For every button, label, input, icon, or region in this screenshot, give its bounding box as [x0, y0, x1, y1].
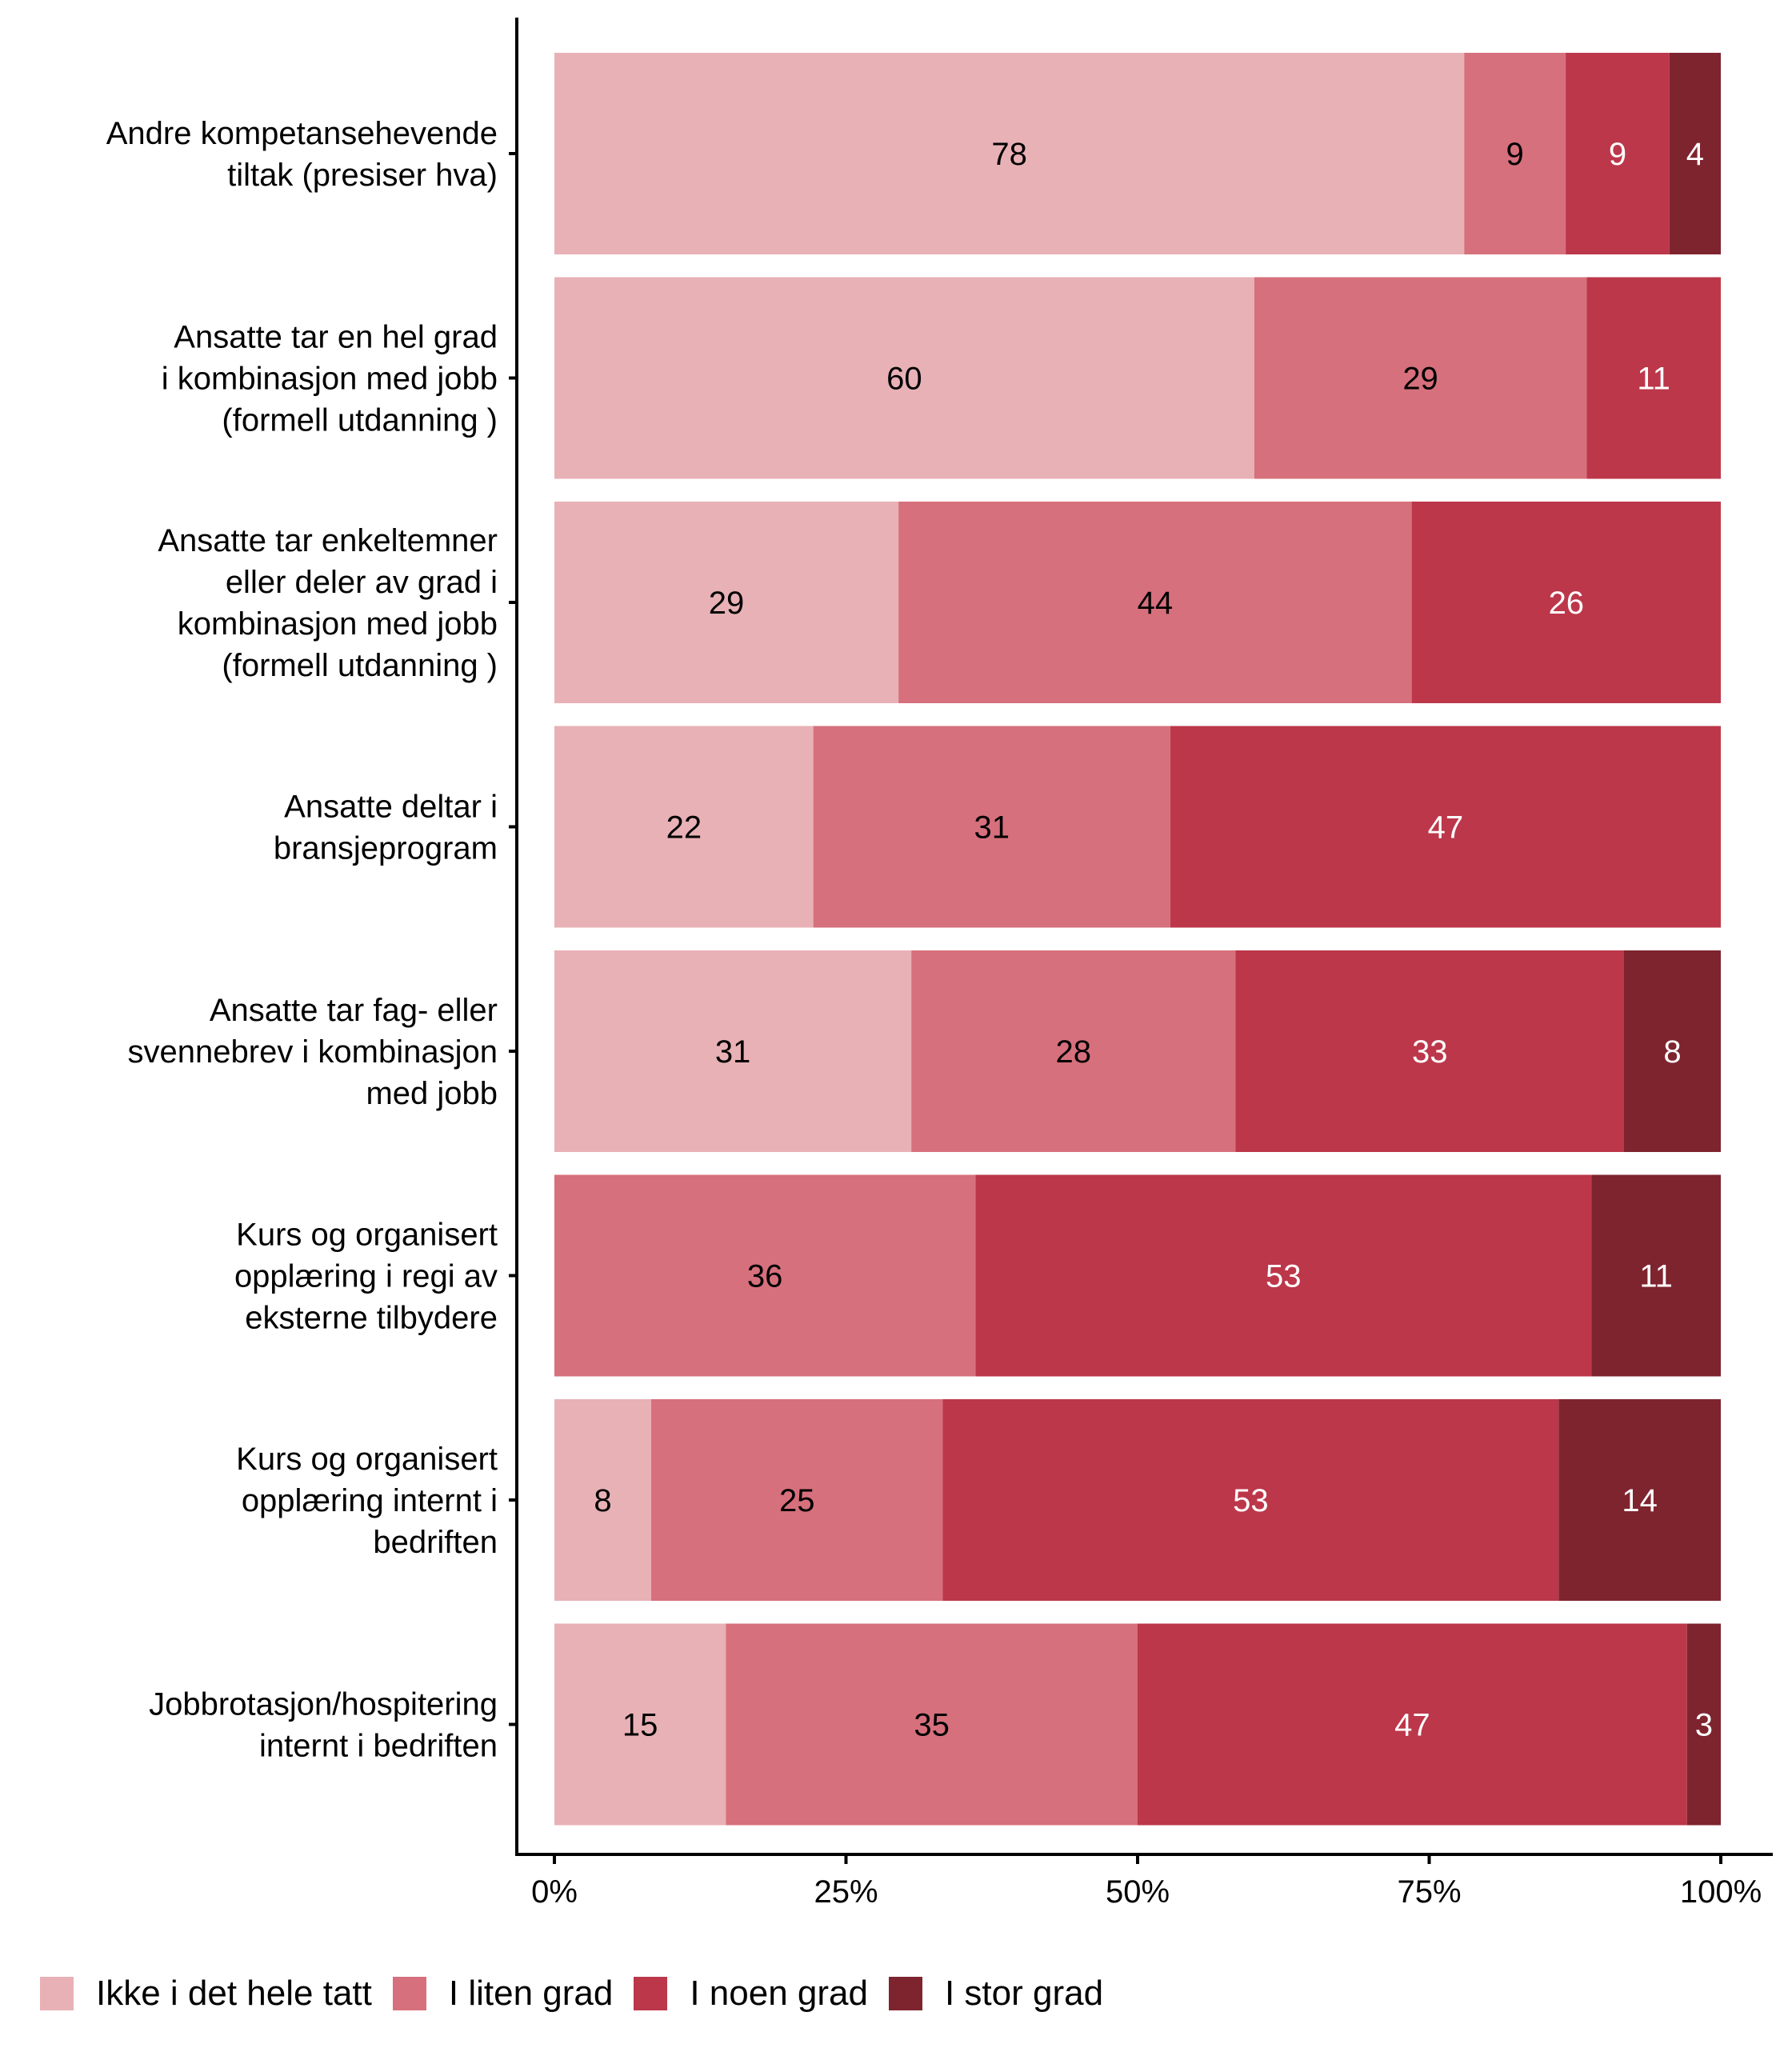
bar-segment	[1586, 277, 1721, 479]
bar-segment	[554, 1399, 652, 1601]
data-label: 22	[666, 810, 702, 846]
bar-segment	[1686, 1623, 1721, 1826]
data-label: 33	[1412, 1034, 1448, 1070]
data-label: 53	[1266, 1259, 1302, 1294]
data-label: 36	[747, 1259, 783, 1294]
bar-segment	[554, 950, 912, 1152]
bar-segment	[554, 53, 1465, 254]
data-label: 31	[974, 810, 1010, 846]
data-label: 4	[1686, 137, 1704, 172]
axes	[515, 18, 1773, 1856]
data-label: 53	[1233, 1483, 1269, 1518]
legend: Ikke i det hele tatt I liten grad I noen g…	[40, 1970, 1124, 2018]
category-labels: Andre kompetansehevende tiltak (presiser …	[106, 116, 517, 1764]
data-label: 14	[1622, 1483, 1658, 1518]
data-label: 31	[715, 1034, 751, 1070]
bar-segment	[1591, 1174, 1721, 1377]
bar-segment	[1464, 53, 1566, 254]
legend-swatch	[40, 1977, 74, 2010]
x-tick-label: 75%	[1397, 1874, 1461, 1910]
data-label: 26	[1549, 586, 1585, 621]
bar-segment	[554, 1174, 976, 1377]
data-label: 9	[1609, 137, 1626, 172]
bar-segment	[942, 1399, 1559, 1601]
category-label: Kurs og organisert opplæring i regi av eks…	[234, 1218, 498, 1336]
data-label: 11	[1639, 1259, 1673, 1294]
data-label: 3	[1695, 1708, 1713, 1743]
bar-segment	[1235, 950, 1624, 1152]
bar-segment	[554, 1623, 726, 1826]
data-label: 15	[622, 1708, 658, 1743]
bar-segment	[651, 1399, 943, 1601]
category-label: Ansatte tar en hel grad i kombinasjon med…	[162, 320, 498, 438]
bar-segment	[554, 502, 899, 703]
category-label: Ansatte deltar i bransjeprogram	[274, 790, 498, 866]
data-label: 47	[1394, 1708, 1430, 1743]
legend-swatch	[634, 1977, 668, 2010]
data-label: 8	[1663, 1034, 1681, 1070]
category-label: Ansatte tar enkeltemner eller deler av gr…	[158, 523, 498, 683]
data-label: 9	[1506, 137, 1524, 172]
bar-segment	[1566, 53, 1670, 254]
legend-item: I noen grad	[634, 1974, 868, 2014]
bar-segment	[1138, 1623, 1687, 1826]
data-label: 78	[991, 137, 1027, 172]
legend-item: I liten grad	[392, 1974, 614, 2014]
data-label: 25	[779, 1483, 815, 1518]
x-tick-label: 100%	[1680, 1874, 1762, 1910]
data-label: 11	[1637, 362, 1670, 397]
bar-segment	[1411, 502, 1721, 703]
bar-segment	[726, 1623, 1138, 1826]
bar-segment	[1558, 1399, 1721, 1601]
category-label: Ansatte tar fag- eller svennebrev i kombi…	[128, 993, 498, 1111]
bar-segment	[1623, 950, 1721, 1152]
x-tick-label: 0%	[531, 1874, 578, 1910]
category-label: Jobbrotasjon/hospitering internt i bedrif…	[149, 1687, 498, 1764]
bar-segment	[1669, 53, 1721, 254]
bar-segment	[898, 502, 1412, 703]
data-label: 35	[914, 1708, 950, 1743]
bars-layer: 78 9 9 4 60 29 11 29 44 26 22 31 47 31 28 33 8 36 53 11 8 25 5…	[554, 53, 1721, 1826]
legend-label: I stor grad	[944, 1974, 1104, 2013]
legend-swatch	[392, 1977, 426, 2010]
bar-segment	[1254, 277, 1587, 479]
legend-item: Ikke i det hele tatt	[40, 1974, 372, 2014]
x-tick-label: 25%	[814, 1874, 878, 1910]
x-tick-label: 50%	[1106, 1874, 1170, 1910]
bar-segment	[813, 726, 1170, 928]
legend-label: I liten grad	[448, 1974, 614, 2013]
legend-item: I stor grad	[888, 1974, 1104, 2014]
bar-segment	[911, 950, 1236, 1152]
bar-segment	[554, 277, 1254, 479]
category-label: Kurs og organisert opplæring internt i bed…	[236, 1442, 498, 1560]
bar-segment	[554, 726, 814, 928]
category-label: Andre kompetansehevende tiltak (presiser …	[106, 116, 498, 193]
legend-label: I noen grad	[690, 1974, 868, 2013]
data-label: 44	[1138, 586, 1174, 621]
data-label: 29	[1402, 362, 1438, 397]
data-label: 29	[709, 586, 745, 621]
bar-segment	[1170, 726, 1721, 928]
data-label: 60	[886, 362, 922, 397]
bar-segment	[975, 1174, 1592, 1377]
data-label: 28	[1056, 1034, 1092, 1070]
legend-label: Ikke i det hele tatt	[96, 1974, 372, 2013]
data-label: 8	[594, 1483, 611, 1518]
x-ticks: 0% 25% 50% 75% 100%	[531, 1854, 1762, 1910]
legend-swatch	[888, 1977, 922, 2010]
data-label: 47	[1428, 810, 1464, 846]
